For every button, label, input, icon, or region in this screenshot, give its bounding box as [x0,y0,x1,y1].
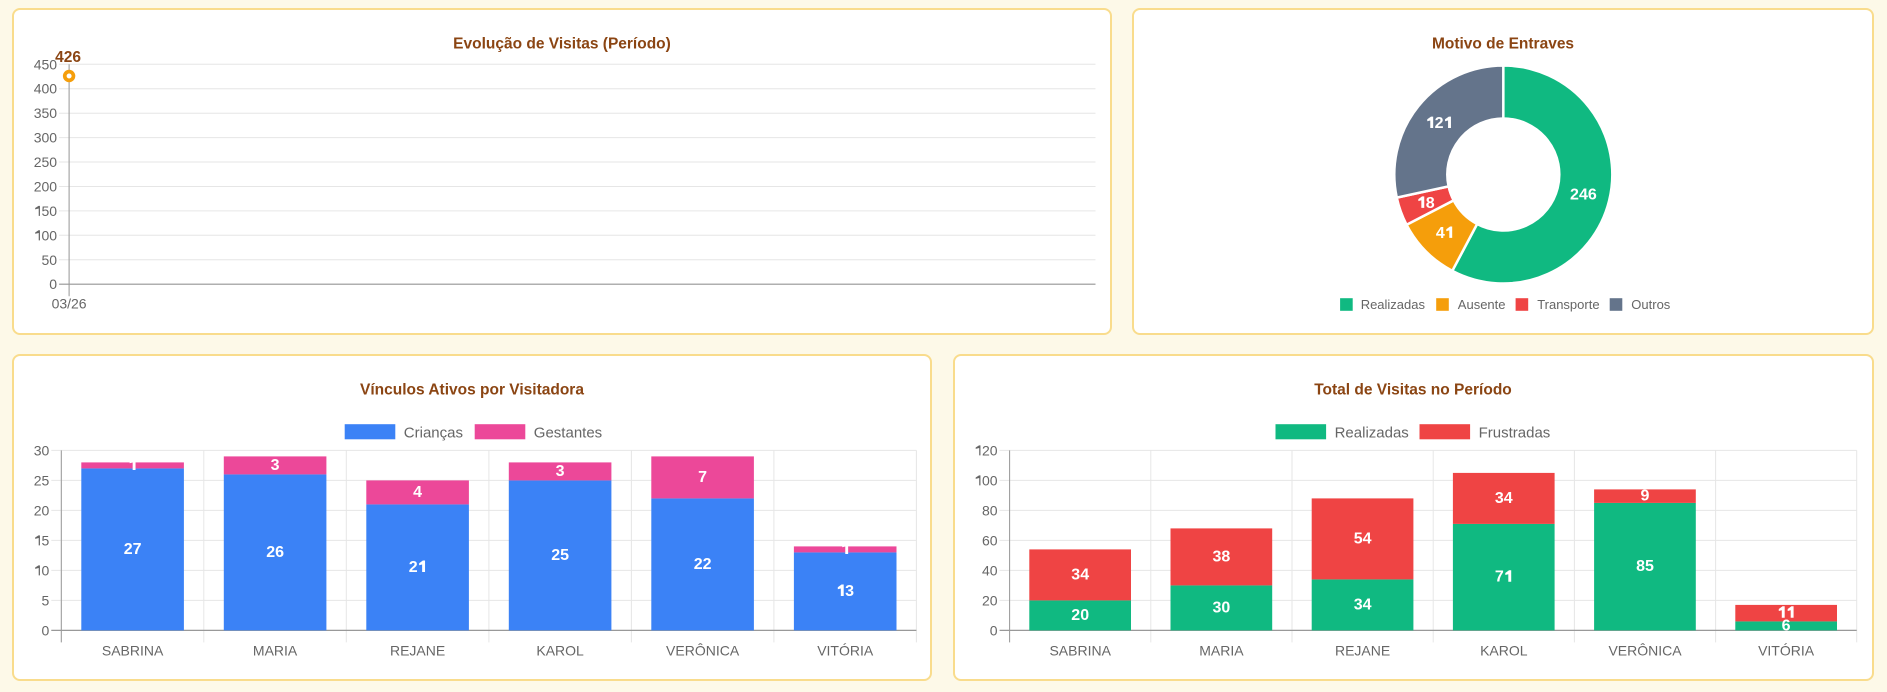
svg-text:0: 0 [982,472,990,488]
svg-text:246: 246 [1570,187,1597,204]
svg-text:85: 85 [1636,558,1654,575]
svg-text:25: 25 [33,472,49,488]
svg-text:3: 3 [845,583,854,600]
svg-text:MARIA: MARIA [1199,642,1244,658]
svg-text:VERÔNICA: VERÔNICA [666,642,740,658]
svg-text:22: 22 [693,556,711,573]
svg-text:20: 20 [982,592,998,608]
svg-text:20: 20 [33,502,49,518]
svg-text:34: 34 [1354,597,1372,614]
svg-text:KAROL: KAROL [1480,642,1528,658]
svg-text:SABRINA: SABRINA [101,642,163,658]
svg-text:4: 4 [1435,225,1444,242]
svg-text:2: 2 [408,559,417,576]
svg-text:0: 0 [41,562,49,578]
svg-text:SABRINA: SABRINA [1049,642,1111,658]
svg-text:Realizadas: Realizadas [1335,424,1409,441]
svg-text:REJANE: REJANE [389,642,444,658]
svg-text:0: 0 [990,442,998,458]
svg-text:20: 20 [1071,607,1089,624]
svg-text:VITÓRIA: VITÓRIA [817,642,874,658]
svg-text:2: 2 [1434,115,1443,132]
svg-text:34: 34 [1071,567,1089,584]
svg-text:Vínculos Ativos por Visitadora: Vínculos Ativos por Visitadora [360,382,584,399]
svg-text:60: 60 [982,532,998,548]
svg-text:Outros: Outros [1631,297,1671,312]
svg-text:Realizadas: Realizadas [1360,297,1425,312]
svg-text:3: 3 [270,457,279,474]
svg-text:4: 4 [413,484,422,501]
svg-text:03/26: 03/26 [51,296,86,312]
svg-text:300: 300 [33,130,57,146]
svg-text:38: 38 [1213,549,1231,566]
svg-text:25: 25 [551,547,569,564]
svg-text:30: 30 [1213,600,1231,617]
svg-text:Crianças: Crianças [403,424,462,441]
svg-text:Motivo de Entraves: Motivo de Entraves [1431,36,1573,53]
svg-text:250: 250 [33,154,57,170]
svg-text:5: 5 [41,532,49,548]
svg-text:30: 30 [33,442,49,458]
svg-text:0: 0 [41,622,49,638]
svg-text:REJANE: REJANE [1335,642,1390,658]
svg-text:VERÔNICA: VERÔNICA [1608,642,1682,658]
svg-text:7: 7 [1495,569,1504,586]
svg-text:0: 0 [41,227,49,243]
svg-text:6: 6 [1782,618,1791,635]
svg-text:Ausente: Ausente [1457,297,1505,312]
svg-text:400: 400 [33,81,57,97]
svg-text:5: 5 [41,203,49,219]
svg-text:50: 50 [41,252,57,268]
svg-text:Frustradas: Frustradas [1479,424,1551,441]
svg-text:KAROL: KAROL [536,642,584,658]
svg-text:40: 40 [982,562,998,578]
svg-text:0: 0 [49,227,57,243]
svg-text:34: 34 [1495,490,1513,507]
svg-text:0: 0 [49,203,57,219]
svg-text:2: 2 [982,442,990,458]
svg-text:Total de Visitas no Período: Total de Visitas no Período [1314,382,1512,399]
svg-text:0: 0 [990,472,998,488]
svg-text:350: 350 [33,105,57,121]
svg-text:0: 0 [49,276,57,292]
svg-text:54: 54 [1354,531,1372,548]
svg-text:8: 8 [1425,195,1434,212]
svg-text:200: 200 [33,179,57,195]
svg-text:VITÓRIA: VITÓRIA [1758,642,1815,658]
svg-text:Gestantes: Gestantes [533,424,601,441]
svg-text:7: 7 [698,469,707,486]
svg-text:80: 80 [982,502,998,518]
svg-text:0: 0 [990,622,998,638]
svg-text:3: 3 [555,463,564,480]
svg-text:Evolução de Visitas (Período): Evolução de Visitas (Período) [453,36,671,53]
svg-text:MARIA: MARIA [252,642,297,658]
svg-text:26: 26 [266,544,284,561]
svg-text:450: 450 [33,56,57,72]
svg-text:5: 5 [41,592,49,608]
svg-text:27: 27 [123,541,141,558]
svg-text:9: 9 [1641,488,1650,505]
svg-text:Transporte: Transporte [1537,297,1599,312]
svg-text:426: 426 [55,49,81,66]
